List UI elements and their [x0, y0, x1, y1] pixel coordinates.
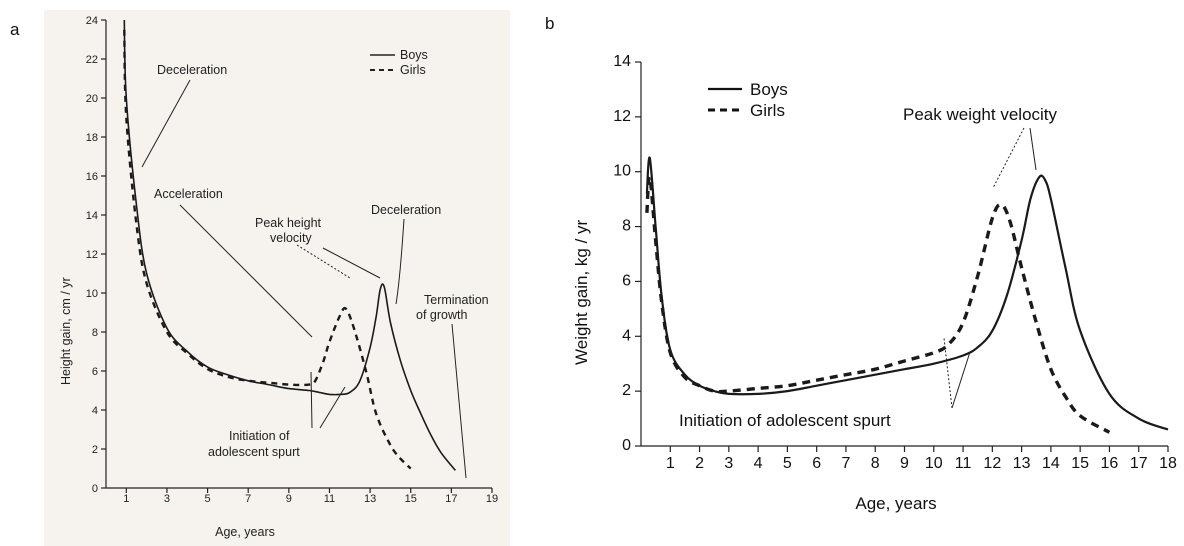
panel-a-y-tick-label: 14	[86, 210, 98, 222]
panel-a-y-tick-label: 18	[86, 132, 98, 144]
panel-a-y-tick-label: 10	[86, 288, 98, 300]
panel-a-y-tick-label: 8	[92, 327, 98, 339]
panel-b-x-tick-label: 11	[955, 455, 972, 472]
panel-a-annotation-initiation: Initiation of	[229, 429, 290, 443]
panel-b-y-tick-label: 10	[613, 163, 631, 180]
panel-b-x-tick-label: 9	[900, 455, 909, 472]
panel-b-y-tick-label: 6	[622, 272, 631, 289]
panel-b-x-axis-label: Age, years	[855, 494, 936, 513]
panel-a-x-tick-label: 11	[324, 493, 335, 505]
panel-b-x-tick-label: 17	[1130, 455, 1148, 472]
panel-b-x-tick-label: 18	[1159, 455, 1177, 472]
panel-a-x-tick-label: 3	[164, 493, 170, 505]
panel-b-y-tick-label: 8	[622, 218, 631, 235]
panel-a-x-tick-label: 15	[405, 493, 417, 505]
panel-b-legend-boys: Boys	[750, 80, 788, 99]
panel-b-series-boys-line	[645, 156, 1169, 431]
panel-b-y-axis-label: Weight gain, kg / yr	[572, 219, 591, 365]
panel-letter-b: b	[545, 14, 555, 33]
panel-b-x-tick-label: 12	[983, 455, 1001, 472]
panel-a-x-tick-label: 5	[205, 493, 211, 505]
panel-a-annotation-adolescent-spurt: adolescent spurt	[208, 445, 300, 459]
panel-b-y-tick-label: 12	[613, 108, 631, 125]
panel-b-x-tick-label: 2	[695, 455, 704, 472]
panel-a-y-tick-label: 22	[86, 54, 98, 66]
panel-b-x-tick-label: 3	[724, 455, 733, 472]
panel-a-annotation-deceleration-late: Deceleration	[371, 203, 441, 217]
panel-b-y-tick-label: 4	[622, 327, 631, 344]
panel-b-x-tick-label: 1	[666, 455, 675, 472]
panel-b-x-tick-label: 16	[1101, 455, 1119, 472]
panel-a-annotation-peak-height: Peak height	[255, 216, 322, 230]
panel-b-x-tick-label: 13	[1013, 455, 1031, 472]
panel-b-x-tick-label: 7	[841, 455, 850, 472]
panel-b-x-tick-label: 4	[754, 455, 763, 472]
panel-a-annotation-termination: Termination	[424, 293, 489, 307]
panel-a-x-tick-label: 1	[123, 493, 129, 505]
panel-b-annotation-peak-weight-velocity: Peak weight velocity	[903, 105, 1058, 124]
panel-b-annotation-initiation: Initiation of adolescent spurt	[679, 411, 891, 430]
panel-a-x-axis-label: Age, years	[215, 525, 275, 539]
panel-b-pointer-lines	[943, 127, 1037, 409]
panel-a-annotation-deceleration-early: Deceleration	[157, 63, 227, 77]
panel-a-y-tick-label: 20	[86, 93, 98, 105]
panel-a-x-tick-label: 7	[245, 493, 251, 505]
panel-a-series	[123, 19, 457, 471]
panel-a-y-tick-label: 16	[86, 171, 98, 183]
panel-a-x-tick-label: 17	[445, 493, 457, 505]
panel-a-annotation-velocity: velocity	[270, 231, 312, 245]
panel-a-pointer-lines	[141, 79, 467, 479]
panel-b-series-girls-line	[645, 175, 1111, 434]
panel-b-x-tick-label: 10	[925, 455, 943, 472]
panel-b-legend-girls: Girls	[750, 101, 785, 120]
panel-a-x-tick-label: 19	[486, 493, 498, 505]
panel-b-y-tick-label: 14	[613, 53, 631, 70]
panel-a-annotation-acceleration: Acceleration	[154, 187, 223, 201]
panel-b-x-tick-label: 8	[871, 455, 880, 472]
panel-b-series	[645, 156, 1169, 434]
panel-a-y-axis-label: Height gain, cm / yr	[59, 277, 73, 385]
panel-a-annotation-of-growth: of growth	[416, 308, 467, 322]
panel-a-y-tick-label: 4	[92, 405, 98, 417]
panel-a-y-tick-label: 2	[92, 444, 98, 456]
panel-a-series-boys-line	[123, 19, 457, 471]
panel-b-y-tick-label: 0	[622, 437, 631, 454]
panel-a-y-tick-label: 0	[92, 483, 98, 495]
panel-b-x-tick-label: 15	[1071, 455, 1089, 472]
panel-a-series-girls-line	[123, 29, 412, 470]
panel-a-y-tick-label: 24	[86, 15, 98, 27]
panel-a-y-tick-label: 6	[92, 366, 98, 378]
panel-letter-a: a	[10, 20, 20, 39]
panel-a-background	[44, 10, 510, 546]
panel-a-x-tick-label: 13	[364, 493, 376, 505]
panel-b-x-tick-label: 6	[812, 455, 821, 472]
panel-b-x-tick-label: 5	[783, 455, 792, 472]
panel-a-y-tick-label: 12	[86, 249, 98, 261]
panel-a-legend-girls: Girls	[400, 63, 426, 77]
panel-b-x-tick-label: 14	[1042, 455, 1060, 472]
panel-b-y-tick-label: 2	[622, 382, 631, 399]
panel-a-legend-boys: Boys	[400, 48, 428, 62]
panel-a-x-tick-label: 9	[286, 493, 292, 505]
